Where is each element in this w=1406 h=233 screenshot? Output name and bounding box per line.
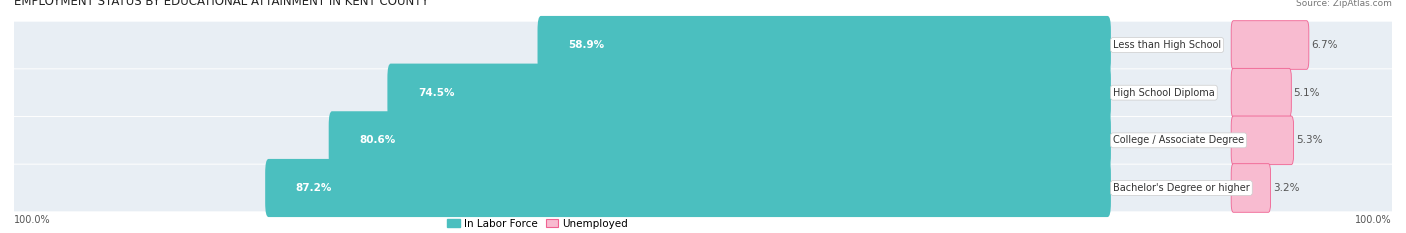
Text: EMPLOYMENT STATUS BY EDUCATIONAL ATTAINMENT IN KENT COUNTY: EMPLOYMENT STATUS BY EDUCATIONAL ATTAINM… [14, 0, 429, 8]
FancyBboxPatch shape [14, 117, 1392, 164]
Text: 5.1%: 5.1% [1294, 88, 1320, 98]
FancyBboxPatch shape [14, 22, 1392, 68]
Text: 5.3%: 5.3% [1296, 135, 1322, 145]
Text: 58.9%: 58.9% [568, 40, 605, 50]
Text: High School Diploma: High School Diploma [1114, 88, 1215, 98]
Text: 6.7%: 6.7% [1310, 40, 1337, 50]
FancyBboxPatch shape [537, 16, 1111, 74]
FancyBboxPatch shape [388, 64, 1111, 122]
Text: 3.2%: 3.2% [1272, 183, 1299, 193]
Text: 80.6%: 80.6% [360, 135, 395, 145]
FancyBboxPatch shape [1232, 21, 1309, 69]
Text: 74.5%: 74.5% [418, 88, 454, 98]
FancyBboxPatch shape [329, 111, 1111, 169]
FancyBboxPatch shape [1232, 164, 1271, 212]
FancyBboxPatch shape [14, 165, 1392, 211]
Text: 87.2%: 87.2% [295, 183, 332, 193]
Text: College / Associate Degree: College / Associate Degree [1114, 135, 1244, 145]
FancyBboxPatch shape [1232, 68, 1291, 117]
Text: Bachelor's Degree or higher: Bachelor's Degree or higher [1114, 183, 1250, 193]
FancyBboxPatch shape [14, 69, 1392, 116]
Legend: In Labor Force, Unemployed: In Labor Force, Unemployed [443, 215, 633, 233]
Text: 100.0%: 100.0% [1355, 215, 1392, 225]
Text: Less than High School: Less than High School [1114, 40, 1222, 50]
FancyBboxPatch shape [1232, 116, 1294, 165]
Text: 100.0%: 100.0% [14, 215, 51, 225]
FancyBboxPatch shape [266, 159, 1111, 217]
Text: Source: ZipAtlas.com: Source: ZipAtlas.com [1296, 0, 1392, 8]
